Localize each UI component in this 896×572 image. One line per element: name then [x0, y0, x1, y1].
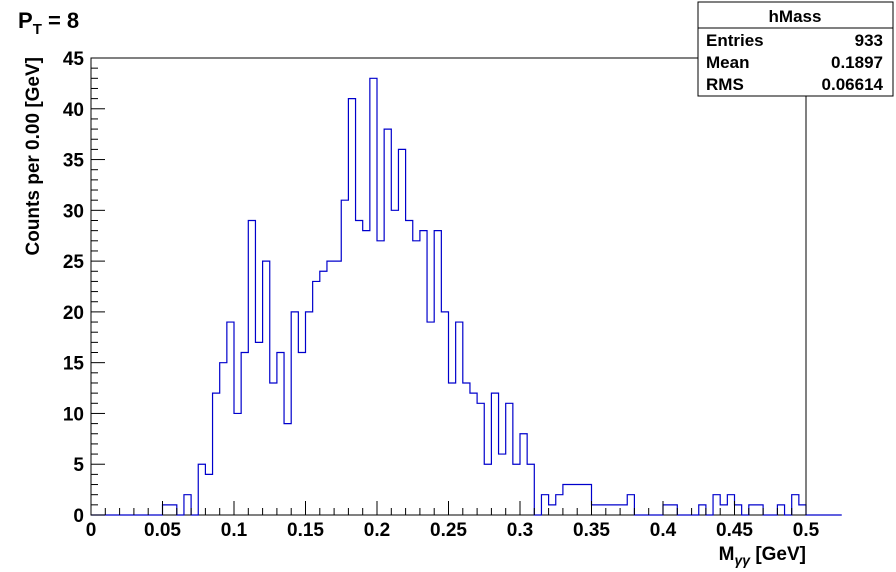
x-tick-label: 0.2: [364, 520, 390, 541]
x-tick-label: 0.25: [430, 520, 467, 541]
y-tick-label: 35: [63, 151, 85, 172]
x-tick-label: 0.15: [287, 520, 324, 541]
x-tick-label: 0.5: [793, 520, 820, 541]
x-tick-label: 0.35: [573, 520, 610, 541]
stats-value-mean: 0.1897: [831, 53, 883, 72]
x-tick-label: 0.45: [716, 520, 753, 541]
x-tick-label: 0.3: [507, 520, 533, 541]
y-tick-label: 20: [63, 303, 84, 324]
x-tick-label: 0.4: [650, 520, 677, 541]
stats-box-frame: [697, 1, 894, 97]
x-axis-ticks: [90, 501, 807, 515]
stats-label-mean: Mean: [706, 53, 749, 72]
histogram-series: [91, 77, 842, 516]
chart-title: PT = 8: [18, 8, 79, 38]
y-axis-tick-labels: 0 5 10 15 20 25 30 35 40 45: [63, 49, 85, 527]
stats-value-rms: 0.06614: [822, 75, 884, 94]
y-tick-label: 5: [73, 455, 84, 476]
x-axis-title: Mγγ [GeV]: [719, 544, 806, 568]
stats-box-name: hMass: [769, 7, 822, 26]
y-tick-label: 15: [63, 354, 85, 375]
stats-value-entries: 933: [855, 31, 883, 50]
x-tick-label: 0.05: [144, 520, 181, 541]
x-tick-label: 0: [86, 520, 97, 541]
y-tick-label: 10: [63, 404, 84, 425]
stats-box: hMass Entries 933 Mean 0.1897 RMS 0.0661…: [697, 1, 894, 97]
plot-frame: [90, 57, 807, 516]
stats-label-entries: Entries: [706, 31, 764, 50]
y-tick-label: 25: [63, 252, 85, 273]
y-tick-label: 45: [63, 49, 85, 70]
y-tick-label: 40: [63, 100, 84, 121]
x-axis-tick-labels: 0 0.05 0.1 0.15 0.2 0.25 0.3 0.35 0.4 0.45 0.5: [86, 520, 820, 541]
x-tick-label: 0.1: [221, 520, 248, 541]
y-tick-label: 0: [73, 506, 84, 527]
y-axis-ticks: [91, 57, 105, 516]
y-tick-label: 30: [63, 201, 84, 222]
stats-label-rms: RMS: [706, 75, 744, 94]
y-axis-title: Counts per 0.00 [GeV]: [23, 57, 44, 256]
